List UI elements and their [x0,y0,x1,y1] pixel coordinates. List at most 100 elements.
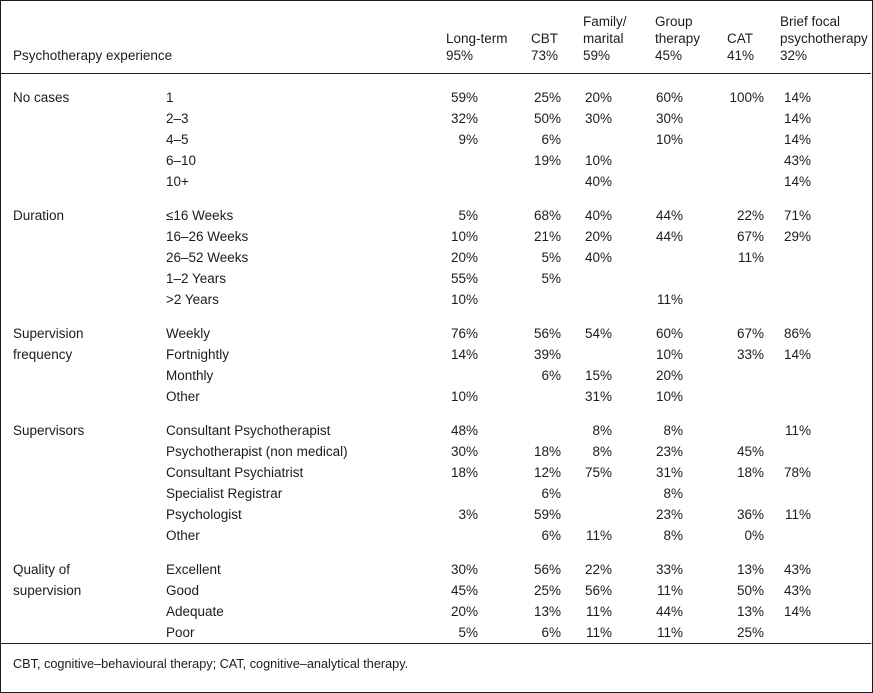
cell-value [780,386,871,407]
cell-value: 43% [783,562,811,577]
table-row: Psychotherapist (non medical) 30% 18% 8% 23%… [1,441,871,462]
cell-value: 30% [450,444,478,459]
cell-value [655,247,721,268]
cell-value [655,268,721,289]
cell-value: 14% [783,90,811,105]
cell-value [721,386,780,407]
table-row: Other 10% 31% 10% [1,386,871,407]
cell-value: 20% [450,604,478,619]
cell-value [780,289,871,310]
cell-value: 75% [584,465,612,480]
cell-value [531,171,583,192]
cell-value [780,525,871,546]
column-header-long-term: Long-term [446,1,531,47]
section-label-text: Quality of supervision [13,562,82,598]
row-label: 1 [166,90,174,105]
row-label: Specialist Registrar [166,486,283,501]
section-label: No cases [1,74,166,193]
footnote-row: CBT, cognitive–behavioural therapy; CAT,… [1,643,871,673]
cell-value: 43% [783,153,811,168]
cell-value: 18% [533,444,561,459]
cell-value: 25% [533,90,561,105]
column-header-line2: marital [583,31,624,46]
cell-value [721,171,780,192]
row-label: Excellent [166,562,221,577]
column-header-line2: Long-term [446,31,508,46]
cell-value: 45% [450,583,478,598]
column-header-line1: Group [655,14,693,29]
cell-value: 9% [458,132,478,147]
cell-value [780,247,871,268]
cell-value: 23% [655,507,683,522]
cell-value: 11% [585,604,612,619]
section-label: Supervision frequency [1,310,166,407]
cell-value [583,344,655,365]
column-header-group-therapy: Group therapy [655,1,721,47]
column-header-line2: psychotherapy [780,31,868,46]
cell-value [721,483,780,504]
cell-value: 25% [533,583,561,598]
cell-value: 40% [584,208,612,223]
cell-value: 8% [663,528,683,543]
row-label: 1–2 Years [166,271,227,286]
section-label: Supervisors [1,407,166,546]
cell-value: 59% [583,47,655,74]
cell-value [655,171,721,192]
cell-value: 20% [655,368,683,383]
cell-value: 40% [584,250,612,265]
row-label: Psychologist [166,507,242,522]
row-label: Adequate [166,604,224,619]
cell-value: 5% [458,625,478,640]
cell-value: 32% [450,111,478,126]
cell-value [721,129,780,150]
cell-value: 67% [736,229,764,244]
cell-value: 6% [541,528,561,543]
cell-value: 30% [655,111,683,126]
table-row: 26–52 Weeks 20% 5% 40% 11% [1,247,871,268]
cell-value [446,171,531,192]
cell-value: 30% [450,562,478,577]
row-label: Other [166,528,200,543]
cell-value [780,622,871,644]
cell-value: 45% [736,444,764,459]
cell-value: 8% [592,444,612,459]
cell-value: 36% [736,507,764,522]
cell-value: 100% [729,90,764,105]
cell-value: 11% [737,250,764,265]
row-label: Poor [166,625,195,640]
cell-value: 67% [736,326,764,341]
cell-value: 10% [450,292,478,307]
footnote-text: CBT, cognitive–behavioural therapy; CAT,… [1,643,871,673]
cell-value [531,289,583,310]
cell-value: 43% [783,583,811,598]
table-row: Poor 5% 6% 11% 11% 25% [1,622,871,644]
cell-value: 60% [655,326,683,341]
table-row: No cases 1 59% 25% 20% 60% 100% 14% [1,74,871,109]
cell-value [446,483,531,504]
cell-value: 5% [541,271,561,286]
cell-value: 6% [541,625,561,640]
table-row: 16–26 Weeks 10% 21% 20% 44% 67% 29% [1,226,871,247]
row-label: Good [166,583,200,598]
cell-value: 54% [584,326,612,341]
cell-value: 10% [584,153,612,168]
cell-value [780,441,871,462]
cell-value [721,407,780,441]
cell-value [583,129,655,150]
cell-value: 33% [736,347,764,362]
cell-value: 22% [584,562,612,577]
header-row: Long-term CBT Family/ marital Group ther… [1,1,871,47]
cell-value: 6% [541,132,561,147]
cell-value: 44% [655,208,683,223]
row-label: Psychotherapist (non medical) [166,444,348,459]
cell-value: 71% [783,208,811,223]
cell-value: 14% [783,347,811,362]
table-row: Adequate 20% 13% 11% 44% 13% 14% [1,601,871,622]
cell-value [655,150,721,171]
row-label: 10+ [166,174,189,189]
section-label-text: No cases [13,90,70,105]
cell-value: 29% [783,229,811,244]
cell-value [780,483,871,504]
cell-value: 21% [533,229,561,244]
row-label: >2 Years [166,292,219,307]
